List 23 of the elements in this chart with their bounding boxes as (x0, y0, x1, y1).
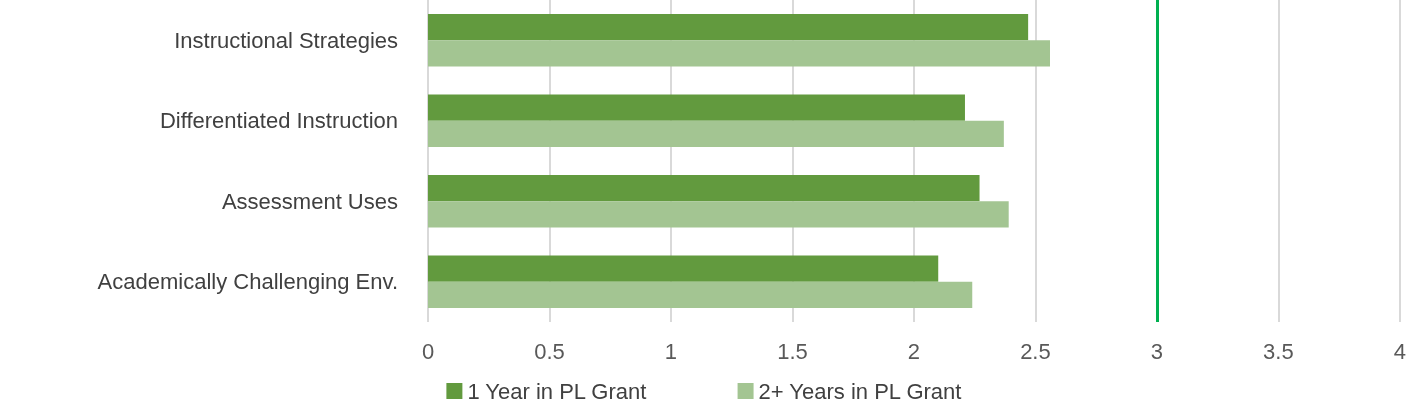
bar (428, 255, 939, 282)
bar (428, 14, 1029, 41)
x-tick-label: 2 (907, 338, 921, 364)
x-tick-label: 4 (1393, 338, 1407, 364)
x-tick-label: 1 (664, 338, 678, 364)
x-tick-label: 2.5 (1020, 338, 1051, 364)
y-tick-label: Academically Challenging Env. (97, 269, 398, 295)
bar (428, 94, 965, 121)
y-tick-label: Assessment Uses (221, 188, 398, 214)
bar (428, 120, 1004, 147)
x-tick-label: 3.5 (1263, 338, 1294, 364)
x-tick-label: 1.5 (777, 338, 808, 364)
y-tick-label: Differentiated Instruction (159, 108, 398, 134)
bar (428, 40, 1050, 67)
bar (428, 175, 980, 202)
x-tick-label: 0 (421, 338, 435, 364)
bar (428, 281, 973, 308)
y-tick-label: Instructional Strategies (174, 27, 398, 53)
legend-label: 2+ Years in PL Grant (758, 378, 962, 404)
x-tick-label: 3 (1150, 338, 1164, 364)
bar (428, 201, 1009, 228)
legend-label: 1 Year in PL Grant (467, 378, 647, 404)
x-tick-label: 0.5 (534, 338, 565, 364)
